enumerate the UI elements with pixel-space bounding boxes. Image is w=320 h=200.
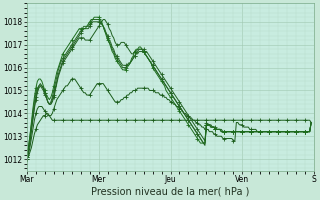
X-axis label: Pression niveau de la mer( hPa ): Pression niveau de la mer( hPa ) xyxy=(91,187,250,197)
